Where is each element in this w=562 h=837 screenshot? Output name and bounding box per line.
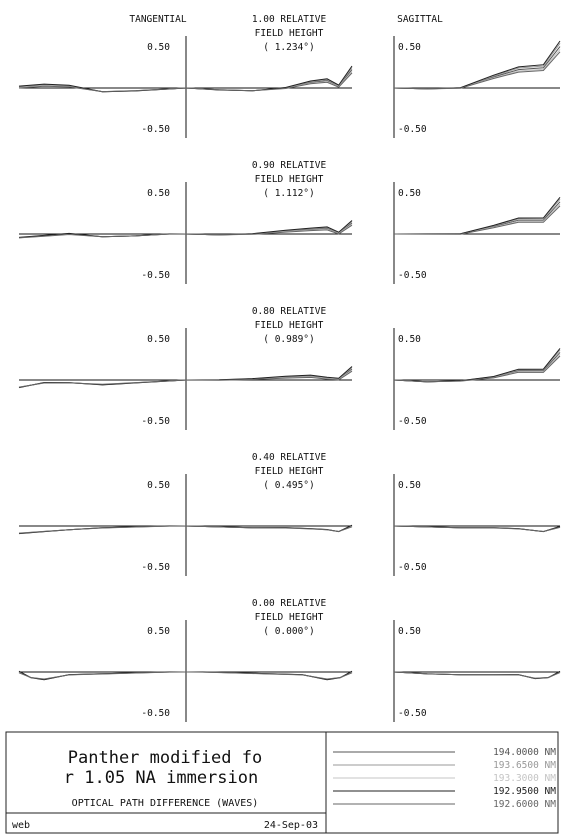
sagittal-curve-4 (393, 355, 561, 383)
tangential-tick-top: 0.50 (147, 42, 170, 53)
sagittal-curve-4 (393, 205, 561, 235)
field-label-line1: 0.40 RELATIVE (252, 452, 327, 463)
tangential-curve-4 (18, 224, 353, 239)
tangential-tick-top: 0.50 (147, 188, 170, 199)
sagittal-curve-0 (393, 352, 561, 383)
field-panel-3: 0.40 RELATIVE FIELD HEIGHT ( 0.495°) 0.50 -0… (18, 452, 561, 576)
footer-title-line2: r 1.05 NA immersion (64, 768, 258, 788)
field-label-line3: ( 0.000°) (263, 626, 314, 637)
sagittal-tick-top: 0.50 (398, 626, 421, 637)
field-label-line2: FIELD HEIGHT (255, 174, 324, 185)
field-label-line3: ( 1.112°) (263, 188, 314, 199)
tangential-tick-top: 0.50 (147, 480, 170, 491)
tangential-tick-bottom: -0.50 (141, 270, 170, 281)
sagittal-tick-top: 0.50 (398, 42, 421, 53)
legend-label-1: 193.6500 NM (493, 760, 556, 771)
tangential-curve-4 (18, 671, 353, 680)
legend-label-4: 192.6000 NM (493, 799, 556, 810)
sagittal-curve-4 (393, 51, 561, 90)
sagittal-curve-2 (393, 354, 561, 383)
sagittal-curve-3 (393, 196, 561, 235)
field-label-line1: 0.80 RELATIVE (252, 306, 327, 317)
sagittal-tick-top: 0.50 (398, 480, 421, 491)
field-label-line1: 1.00 RELATIVE (252, 14, 327, 25)
sagittal-tick-bottom: -0.50 (398, 562, 427, 573)
field-label-line1: 0.90 RELATIVE (252, 160, 327, 171)
tangential-tick-bottom: -0.50 (141, 124, 170, 135)
field-panel-2: 0.80 RELATIVE FIELD HEIGHT ( 0.989°) 0.50 -0… (18, 306, 561, 430)
field-label-line2: FIELD HEIGHT (255, 320, 324, 331)
legend-label-3: 192.9500 NM (493, 786, 556, 797)
field-label-line2: FIELD HEIGHT (255, 466, 324, 477)
footer-frame (5, 731, 559, 834)
sagittal-header: SAGITTAL (397, 14, 443, 25)
field-label-line3: ( 1.234°) (263, 42, 314, 53)
sagittal-curve-4 (393, 671, 561, 679)
sagittal-curve-1 (393, 198, 561, 235)
footer-title-line1: Panther modified fo (68, 748, 262, 768)
sagittal-curve-3 (393, 348, 561, 383)
footer-subtitle: OPTICAL PATH DIFFERENCE (WAVES) (72, 798, 259, 809)
footer-left-label: web (12, 820, 30, 831)
sagittal-tick-top: 0.50 (398, 334, 421, 345)
tangential-curve-4 (18, 525, 353, 534)
sagittal-curve-1 (393, 349, 561, 383)
field-label-line3: ( 0.495°) (263, 480, 314, 491)
tangential-tick-top: 0.50 (147, 334, 170, 345)
tangential-curve-4 (18, 370, 353, 388)
field-label-line3: ( 0.989°) (263, 334, 314, 345)
field-label-line2: FIELD HEIGHT (255, 28, 324, 39)
tangential-curve-4 (18, 72, 353, 93)
field-panel-1: 0.90 RELATIVE FIELD HEIGHT ( 1.112°) 0.50 -0… (18, 160, 561, 284)
tangential-tick-bottom: -0.50 (141, 562, 170, 573)
tangential-header: TANGENTIAL (129, 14, 186, 25)
legend-label-2: 193.3000 NM (493, 773, 556, 784)
sagittal-tick-bottom: -0.50 (398, 124, 427, 135)
tangential-tick-top: 0.50 (147, 626, 170, 637)
field-label-line2: FIELD HEIGHT (255, 612, 324, 623)
tangential-tick-bottom: -0.50 (141, 708, 170, 719)
sagittal-tick-bottom: -0.50 (398, 416, 427, 427)
tangential-tick-bottom: -0.50 (141, 416, 170, 427)
field-panel-4: 0.00 RELATIVE FIELD HEIGHT ( 0.000°) 0.50 -0… (18, 598, 561, 722)
sagittal-curve-4 (393, 525, 561, 533)
sagittal-tick-bottom: -0.50 (398, 270, 427, 281)
sagittal-tick-top: 0.50 (398, 188, 421, 199)
legend-label-0: 194.0000 NM (493, 747, 556, 758)
field-panel-0: 1.00 RELATIVE FIELD HEIGHT ( 1.234°) 0.50 -0… (18, 14, 561, 138)
field-label-line1: 0.00 RELATIVE (252, 598, 327, 609)
sagittal-tick-bottom: -0.50 (398, 708, 427, 719)
footer-date: 24-Sep-03 (264, 820, 318, 831)
